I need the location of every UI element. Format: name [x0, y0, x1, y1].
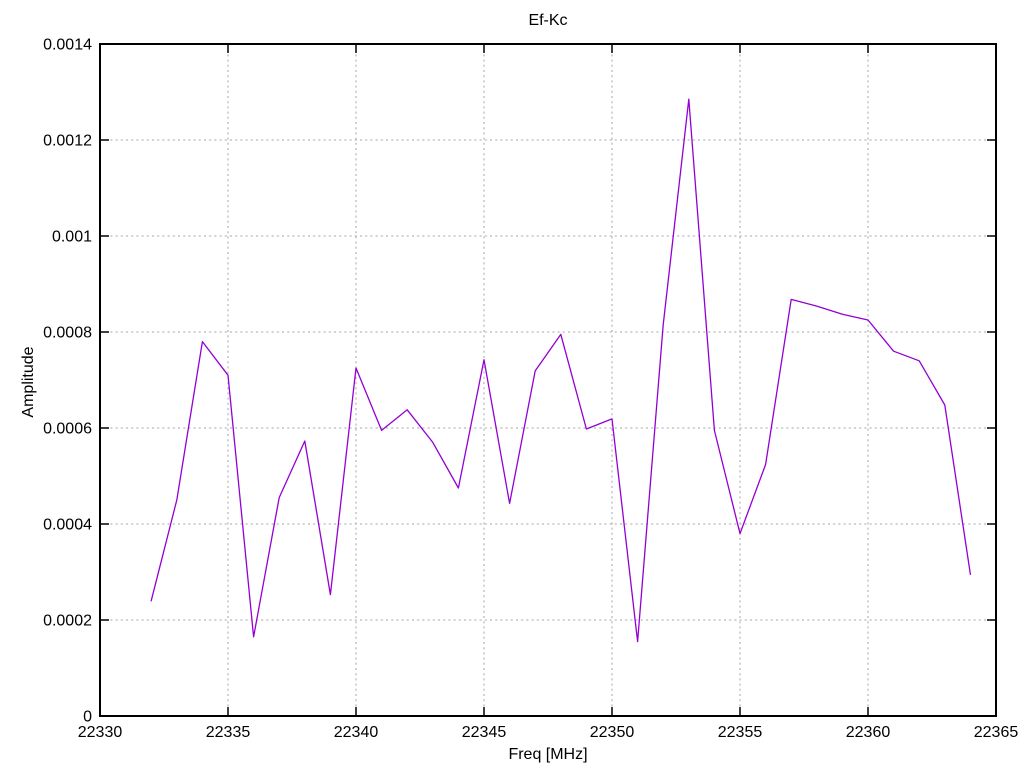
x-tick-label: 22340: [334, 724, 379, 741]
chart-title: Ef-Kc: [528, 12, 567, 29]
y-tick-label: 0.0008: [43, 325, 92, 342]
tick-layer: [99, 43, 997, 717]
y-tick-label: 0.0014: [43, 37, 92, 54]
x-tick-label: 22335: [206, 724, 251, 741]
y-tick-label: 0.0004: [43, 517, 92, 534]
y-axis-label: Amplitude: [20, 346, 37, 417]
y-tick-label: 0.0002: [43, 613, 92, 630]
x-axis-label: Freq [MHz]: [508, 746, 587, 763]
x-tick-label: 22330: [78, 724, 123, 741]
tick-label-layer: 22330 22335 22340 22345 22350 22355 22360 22365…: [43, 37, 1018, 742]
plot-border-layer: [99, 43, 997, 717]
series-layer: [150, 98, 972, 643]
y-tick-label: 0.001: [52, 229, 92, 246]
y-tick-label: 0.0012: [43, 133, 92, 150]
x-tick-label: 22365: [974, 724, 1019, 741]
data-line: [150, 98, 972, 643]
x-tick-label: 22360: [846, 724, 891, 741]
x-tick-label: 22355: [718, 724, 763, 741]
x-tick-label: 22350: [590, 724, 635, 741]
x-tick-label: 22345: [462, 724, 507, 741]
grid-layer: [100, 44, 996, 716]
y-tick-label: 0.0006: [43, 421, 92, 438]
y-tick-label: 0: [83, 709, 92, 726]
plot-border: [99, 43, 997, 717]
